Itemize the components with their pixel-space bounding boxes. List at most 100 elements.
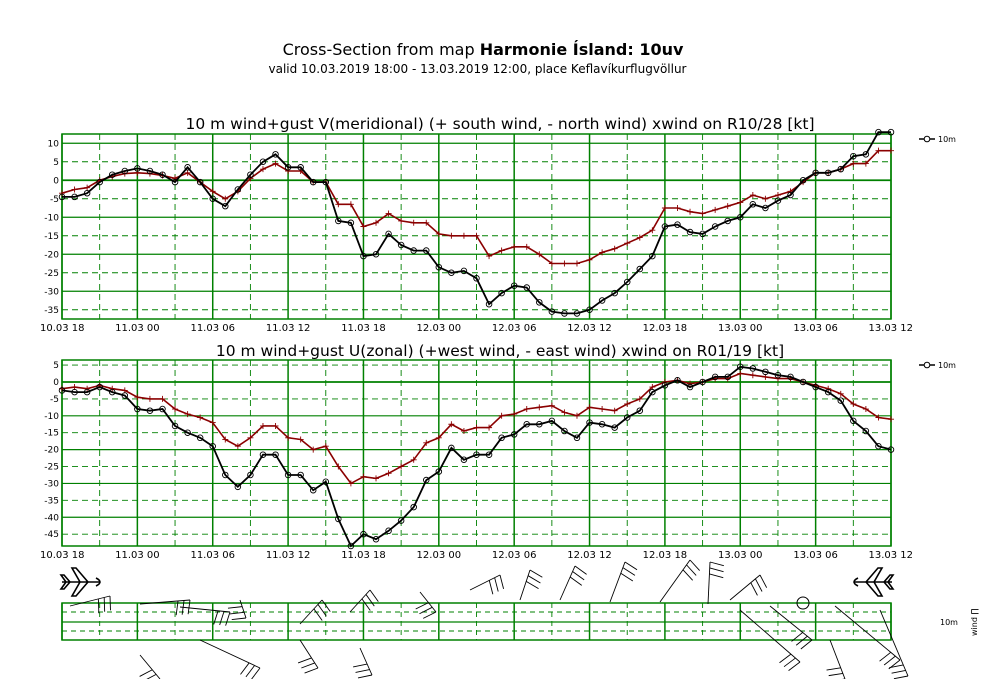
wind-barb-feather xyxy=(187,599,191,615)
panel-zonal-wind-point xyxy=(196,434,204,442)
panel-zonal-gust-point xyxy=(862,406,869,413)
panel-meridional-wind-point xyxy=(134,165,141,172)
wind-barb-feather xyxy=(175,600,179,616)
wind-barb-feather xyxy=(788,661,801,671)
panel-zonal-gust-point xyxy=(586,404,593,411)
panel-zonal-legend: 10m xyxy=(919,361,956,370)
panel-meridional-gust-point xyxy=(661,205,668,211)
panel-meridional-wind-point xyxy=(83,189,91,197)
panel-meridional-wind-point xyxy=(623,278,631,286)
panel-zonal-wind-point xyxy=(586,419,593,426)
panel-meridional-wind-point xyxy=(423,247,430,254)
panel-zonal-y-tick-label: -35 xyxy=(44,496,59,506)
panel-zonal-wind-point xyxy=(448,444,455,452)
panel-meridional-wind-point xyxy=(724,217,731,225)
panel-zonal-wind-point xyxy=(309,486,317,494)
panel-zonal-gust-point xyxy=(159,395,166,402)
panel-meridional-wind-point xyxy=(611,289,618,297)
wind-barb-feather xyxy=(779,653,792,664)
panel-meridional-wind-point xyxy=(234,186,242,193)
wind-barb-feather xyxy=(709,561,724,567)
panel-zonal-gust-point xyxy=(310,446,317,453)
panel-zonal-gust-point xyxy=(599,406,606,413)
panel-zonal-wind-point xyxy=(435,468,443,475)
wind-barb-feather xyxy=(231,617,247,621)
panel-meridional-gust-point xyxy=(749,192,756,199)
panel-zonal-gust-point xyxy=(410,456,417,463)
panel-zonal-series xyxy=(58,363,895,550)
panel-zonal-gust-point xyxy=(247,434,254,441)
panel-zonal-x-tick-label: 12.03 18 xyxy=(643,550,688,561)
panel-meridional-wind-point xyxy=(284,164,292,171)
panel-zonal-wind-point xyxy=(184,429,191,436)
panel-zonal-wind-point xyxy=(159,405,166,413)
wind-barb-shaft xyxy=(739,609,801,663)
panel-meridional-gust-point xyxy=(59,190,65,197)
wind-barb-feather xyxy=(365,594,375,607)
wind-barb-feather xyxy=(227,606,243,609)
wind-barb-feather xyxy=(783,657,796,668)
panel-zonal-wind-point xyxy=(724,373,731,381)
panel-zonal-gust-point xyxy=(523,406,530,413)
panel-meridional-gust-point xyxy=(611,245,618,252)
panel-zonal-x-tick-label: 11.03 18 xyxy=(341,550,386,561)
wind-barb-feather xyxy=(800,639,813,650)
airplane-left-icon xyxy=(59,567,101,597)
wind-barb-feather xyxy=(879,651,892,662)
panel-meridional-wind-point xyxy=(749,201,757,208)
wind-barb-feather xyxy=(304,667,319,674)
panel-zonal-wind-point xyxy=(284,471,292,479)
panel-zonal-wind-point xyxy=(222,471,229,479)
panel-zonal-gust-point xyxy=(347,480,354,487)
panel-zonal-wind-point xyxy=(209,442,216,450)
panel-zonal-x-tick-label: 13.03 00 xyxy=(718,550,763,561)
panel-meridional-wind-point xyxy=(146,167,154,175)
wind-barb-shaft xyxy=(879,609,909,677)
panel-zonal-wind-line xyxy=(61,365,892,548)
panel-meridional-y-tick-label: -10 xyxy=(44,213,59,223)
panel-zonal-wind-point xyxy=(686,383,694,391)
wind-barb-feather xyxy=(488,580,494,595)
panel-meridional-gust-point xyxy=(410,219,417,226)
panel-meridional-gust-point xyxy=(762,195,769,202)
panel-zonal-gust-point xyxy=(611,407,618,414)
panel-meridional-gust-point xyxy=(699,210,706,217)
panel-meridional-y-ticks: 10 5 0 -5 -10 -15 -20 -25 -30 -35 xyxy=(44,139,59,316)
panel-meridional-gust-point xyxy=(347,201,354,208)
wind-barb-feather xyxy=(213,610,219,625)
panel-zonal-wind-point xyxy=(837,397,845,404)
panel-zonal-gust-point xyxy=(837,390,844,397)
wind-barb-feather xyxy=(620,572,634,582)
wind-barb-feather xyxy=(624,561,638,571)
panel-meridional-y-tick-label: -30 xyxy=(44,287,59,297)
panel-meridional-gust-point xyxy=(360,223,367,230)
panel-meridional-x-tick-label: 10.03 18 xyxy=(40,323,85,334)
panel-zonal-gust-point xyxy=(850,400,857,407)
panel-zonal-wind-point xyxy=(623,414,631,421)
wind-barb-feather xyxy=(828,672,843,677)
panel-meridional-x-tick-label: 11.03 12 xyxy=(266,323,311,334)
panel-zonal-x-tick-label: 11.03 00 xyxy=(115,550,160,561)
panel-zonal-grid xyxy=(61,359,892,547)
panel-zonal-wind-point xyxy=(850,417,857,425)
wind-barb-feather xyxy=(499,574,505,589)
panel-meridional-x-tick-label: 13.03 06 xyxy=(793,323,838,334)
panel-zonal-wind-point xyxy=(762,368,769,376)
panel-meridional-gust-point xyxy=(435,230,442,237)
panel-meridional-wind-point xyxy=(699,230,706,238)
panel-meridional-wind-point xyxy=(875,128,882,136)
panel-meridional-gust-point xyxy=(222,195,229,202)
panel-meridional-wind-point xyxy=(397,241,405,249)
wind-barb-feather xyxy=(317,604,327,617)
panel-meridional-gust-point xyxy=(448,232,455,239)
panel-zonal-wind-point xyxy=(510,431,518,438)
panel-zonal-y-tick-label: -20 xyxy=(44,446,59,456)
panel-meridional-wind-point xyxy=(58,193,66,201)
panel-meridional-wind-point xyxy=(762,204,769,212)
panel-meridional-gust-point xyxy=(712,206,719,213)
panel-meridional-gust-point xyxy=(511,243,518,250)
wind-barb-feather xyxy=(686,564,697,576)
panel-meridional-gust-point xyxy=(398,217,405,224)
wind-barb-feather xyxy=(245,665,255,678)
panel-zonal-wind-point xyxy=(360,530,367,538)
